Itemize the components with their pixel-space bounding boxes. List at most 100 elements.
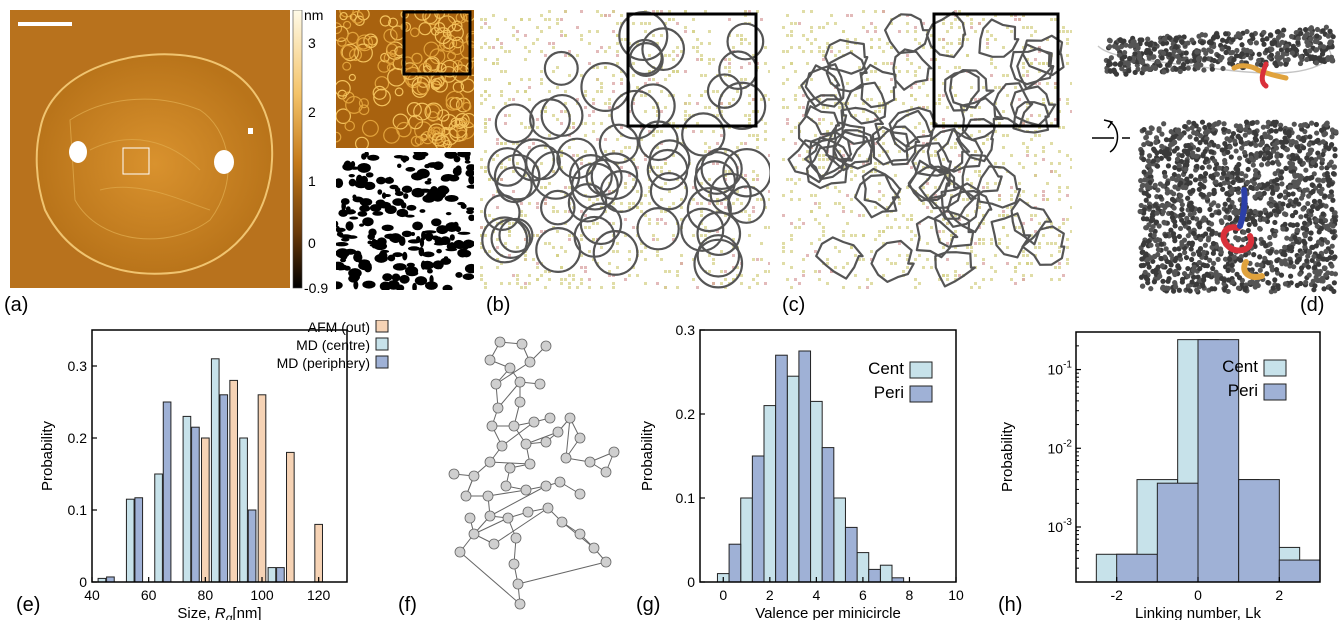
graph-node <box>496 440 508 452</box>
legend-swatch-h-0 <box>1263 359 1287 377</box>
graph-node <box>534 378 546 390</box>
x-tick-e-0: 40 <box>84 587 100 603</box>
graph-node <box>504 462 516 474</box>
graph-node <box>468 470 480 482</box>
graph-node <box>520 438 532 450</box>
md-circles-image <box>480 10 770 289</box>
bar-e-2-6 <box>276 567 285 583</box>
x-axis-label-h: Linking number, Lk <box>1135 605 1261 620</box>
network-graph <box>448 336 620 610</box>
y-tick-g-2: 0.2 <box>676 406 696 422</box>
bar-e-0-2 <box>257 394 267 583</box>
bar-e-2-0 <box>106 576 115 583</box>
bar-g-1-3 <box>798 350 812 583</box>
x-tick-g-5: 10 <box>948 587 964 603</box>
y-tick-g-1: 0.1 <box>676 490 696 506</box>
y-tick-h-0: 10-3 <box>1048 517 1073 535</box>
bar-e-1-5 <box>239 437 248 583</box>
bar-e-1-2 <box>154 473 163 583</box>
md-loops-panel <box>782 10 1072 290</box>
bar-g-0-2 <box>763 405 777 583</box>
network-render-panel <box>1090 10 1340 295</box>
y-tick-g-3: 0.3 <box>676 322 696 338</box>
y-axis-label-e: Probability <box>39 420 56 491</box>
graph-node <box>502 512 514 524</box>
md-circles-panel <box>480 10 770 290</box>
y-tick-e-0: 0 <box>79 574 87 590</box>
bar-g-0-3 <box>786 375 800 583</box>
graph-node <box>514 598 526 610</box>
y-tick-e-3: 0.3 <box>68 358 88 374</box>
x-tick-g-3: 6 <box>859 587 867 603</box>
x-tick-h-1: 0 <box>1194 587 1202 603</box>
colorbar: nm 3 2 1 0 -0.9 <box>292 10 340 294</box>
graph-node <box>564 412 576 424</box>
x-tick-g-2: 4 <box>812 587 820 603</box>
legend-swatch-e-2 <box>375 355 389 369</box>
graph-node <box>542 502 554 514</box>
afm-zoom-panel <box>336 10 474 148</box>
panel-label-a: (a) <box>4 294 29 316</box>
graph-node <box>488 538 500 550</box>
bar-g-0-7 <box>879 564 893 583</box>
graph-node <box>574 528 586 540</box>
legend-swatch-g-1 <box>909 385 933 403</box>
graph-node <box>552 426 564 438</box>
size-histogram-panel: 40 60 80 100 120 0 0.1 0.2 0.3 Probability Size, R… <box>0 320 410 620</box>
x-axis-label-g: Valence per minicircle <box>755 605 901 620</box>
y-tick-e-2: 0.2 <box>68 430 88 446</box>
legend-swatch-e-1 <box>375 337 389 351</box>
graph-node <box>514 376 526 388</box>
graph-node <box>528 416 540 428</box>
graph-node <box>554 476 566 488</box>
graph-node <box>484 354 496 366</box>
graph-node <box>510 532 522 544</box>
bar-g-1-2 <box>775 354 788 583</box>
x-tick-g-1: 2 <box>766 587 774 603</box>
legend-label-e-0: AFM (out) <box>308 320 370 335</box>
graph-node <box>588 542 600 554</box>
afm-image <box>10 10 290 288</box>
y-tick-h-1: 10-2 <box>1048 438 1073 456</box>
graph-node <box>540 480 552 492</box>
graph-node <box>508 558 520 570</box>
bar-e-2-2 <box>162 401 172 583</box>
bar-h-1-0 <box>1116 553 1158 583</box>
graph-node <box>516 338 528 350</box>
x-tick-g-0: 0 <box>719 587 727 603</box>
graph-node <box>454 546 466 558</box>
legend-swatch-e-0 <box>375 320 389 333</box>
legend-label-e-1: MD (centre) <box>296 337 370 353</box>
graph-node <box>524 356 536 368</box>
bar-h-1-3 <box>1238 479 1280 583</box>
graph-node <box>600 466 612 478</box>
bar-g-1-4 <box>821 447 835 583</box>
graph-node <box>494 336 506 348</box>
x-tick-e-2: 80 <box>198 587 214 603</box>
graph-node <box>600 556 612 568</box>
graph-node <box>540 340 552 352</box>
graph-node <box>520 484 532 496</box>
graph-node <box>504 362 516 374</box>
bar-g-1-0 <box>728 543 742 583</box>
x-tick-h-2: 2 <box>1275 587 1283 603</box>
bar-h-1-1 <box>1156 482 1199 583</box>
colorbar-unit: nm <box>304 10 323 23</box>
graph-node <box>468 528 480 540</box>
graph-node <box>544 412 556 424</box>
y-tick-h-2: 10-1 <box>1048 360 1073 378</box>
graph-node <box>464 512 476 524</box>
valence-histogram-chart: 0 2 4 6 8 10 0 0.1 0.2 0.3 Probability Valence per … <box>639 322 964 620</box>
graph-node <box>540 436 552 448</box>
graph-node <box>522 506 534 518</box>
bar-e-2-4 <box>219 394 229 583</box>
panel-label-b: (b) <box>486 294 511 316</box>
graph-node <box>486 420 498 432</box>
size-histogram-chart: 40 60 80 100 120 0 0.1 0.2 0.3 Probability Size, R… <box>39 320 389 620</box>
bar-g-1-1 <box>751 455 765 583</box>
y-axis-label-h: Probability <box>999 421 1016 492</box>
colorbar-tick-1: 1 <box>308 173 316 189</box>
x-tick-e-1: 60 <box>141 587 157 603</box>
graph-node <box>512 578 524 590</box>
md-loops-image <box>782 10 1072 289</box>
